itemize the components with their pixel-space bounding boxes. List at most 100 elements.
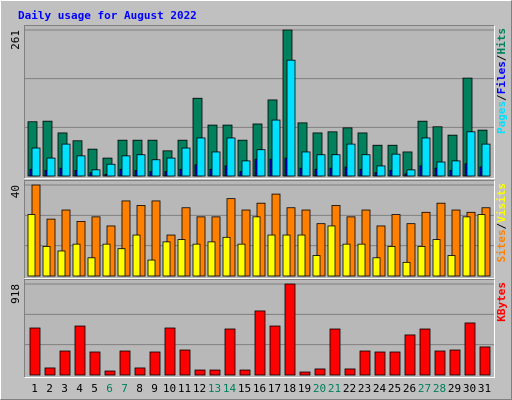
panel-edge-dark [24,180,495,279]
bar [481,143,491,177]
bar [241,160,251,177]
legend-separator: / [495,223,508,230]
bar [134,367,146,376]
bar [376,225,386,277]
legend-entry: Visits [495,183,508,223]
bar [346,143,356,177]
bar [196,137,206,177]
bar [466,131,476,177]
bar [76,155,86,177]
bar [479,346,491,376]
x-tick-label: 19 [298,382,311,395]
bar [314,368,326,376]
bar [327,225,336,277]
bar [267,234,276,277]
bar [147,259,156,277]
bar [361,154,371,177]
bar [434,350,446,376]
legend: Sites/Visits [495,183,508,263]
legend: Pages/Files/Hits [495,28,508,134]
bar [432,239,441,277]
bar [357,243,366,277]
y-tick-label: 918 [9,284,22,304]
x-tick-label: 20 [313,382,326,395]
x-tick-label: 7 [121,382,128,395]
bar [119,350,131,376]
legend-separator: / [495,94,508,101]
panel-edge-dark [24,25,495,179]
bar [299,371,311,376]
bar [406,169,416,177]
x-tick-label: 6 [106,382,113,395]
bar [316,223,326,277]
legend-entry: Files [495,61,508,94]
legend-entry: KBytes [495,282,508,322]
panel-edge-dark [24,279,495,378]
bar [29,327,41,376]
bar [256,149,266,177]
bar [254,310,266,376]
bar [74,325,86,376]
bar [239,369,251,376]
bar [374,351,386,376]
bar [312,255,321,277]
bar [241,209,251,277]
bar [102,243,111,277]
bar [61,209,71,277]
bar [149,351,161,376]
bar [387,246,396,277]
x-tick-label: 29 [448,382,461,395]
bar [421,137,431,177]
bar [104,370,116,376]
bar [121,200,131,277]
bar [329,328,341,376]
x-tick-label: 16 [253,382,266,395]
bar [421,211,431,277]
bar [91,169,101,177]
x-tick-label: 13 [208,382,221,395]
bar [117,248,126,277]
x-tick-label: 4 [76,382,83,395]
x-tick-label: 26 [403,382,416,395]
bar [106,163,116,177]
panel-edge-light [24,180,495,279]
legend-entry: Pages [495,101,508,134]
bar [211,151,221,177]
bar [151,159,161,177]
bar [91,216,101,277]
x-tick-label: 14 [223,382,237,395]
bar [164,327,176,376]
x-tick-label: 11 [178,382,191,395]
bar [179,349,191,376]
panel-edge-light [24,25,495,179]
bar [207,241,216,277]
bar [286,59,296,177]
bar [177,239,186,277]
bar [27,214,36,277]
x-tick-label: 8 [136,382,143,395]
bar [89,351,101,376]
bar [361,209,371,277]
bar [297,234,306,277]
x-tick-label: 25 [388,382,401,395]
x-tick-label: 17 [268,382,281,395]
bar [462,216,471,277]
bar [359,350,371,376]
bar [451,209,461,277]
bar [87,257,96,277]
bar [136,154,146,177]
bar [132,234,141,277]
x-tick-label: 15 [238,382,251,395]
x-tick-label: 12 [193,382,206,395]
bar [31,147,41,177]
x-tick-label: 23 [358,382,371,395]
bar [404,334,416,376]
legend-separator: / [495,55,508,62]
bar [451,160,461,177]
y-tick-label: 40 [9,185,22,198]
bar [181,147,191,177]
bar [447,255,456,277]
bar [376,165,386,177]
bar [46,157,56,177]
